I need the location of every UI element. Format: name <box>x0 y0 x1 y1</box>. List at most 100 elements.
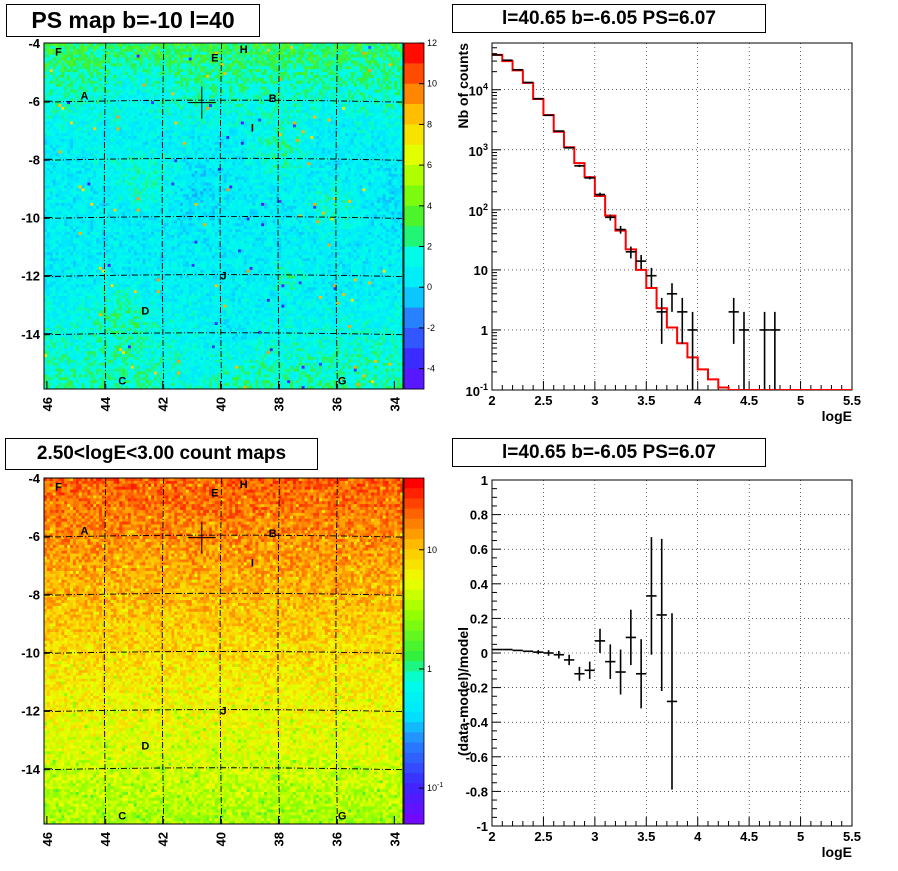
heatmap-cell <box>307 109 311 114</box>
heatmap-cell <box>298 60 303 64</box>
heatmap-cell <box>122 153 126 157</box>
heatmap-cell <box>151 60 155 64</box>
heatmap-cell <box>214 54 219 58</box>
heatmap-cell <box>264 115 268 119</box>
heatmap-cell <box>194 51 198 56</box>
heatmap-cell <box>90 74 94 79</box>
heatmap-cell <box>324 86 329 90</box>
heatmap-cell <box>101 60 106 64</box>
heatmap-cell <box>350 130 355 134</box>
heatmap-cell <box>64 112 68 117</box>
heatmap-cell <box>382 109 387 114</box>
heatmap-cell <box>264 63 268 67</box>
heatmap-cell <box>281 104 285 108</box>
heatmap-cell <box>321 150 326 154</box>
heatmap-cell <box>139 141 143 146</box>
heatmap-cell <box>44 57 48 61</box>
heatmap-cell <box>101 147 106 151</box>
heatmap-cell <box>400 112 403 117</box>
heatmap-cell <box>388 95 392 99</box>
heatmap-cell <box>385 95 389 99</box>
heatmap-cell <box>165 127 169 131</box>
heatmap-cell <box>49 48 54 53</box>
heatmap-cell <box>75 118 80 122</box>
heatmap-cell <box>101 57 106 61</box>
heatmap-cell <box>113 109 117 114</box>
heatmap-cell <box>188 124 193 128</box>
heatmap-cell <box>70 77 74 82</box>
heatmap-cell <box>136 106 140 111</box>
heatmap-cell <box>258 130 262 134</box>
heatmap-cell <box>324 115 329 119</box>
heatmap-cell <box>382 115 387 119</box>
heatmap-cell <box>211 86 216 90</box>
heatmap-cell <box>301 98 305 102</box>
heatmap-cell <box>339 156 343 160</box>
heatmap-cell <box>339 138 343 143</box>
heatmap-cell <box>275 80 279 85</box>
heatmap-cell <box>72 144 77 149</box>
heatmap-cell <box>345 86 349 90</box>
heatmap-cell <box>333 101 337 105</box>
heatmap-cell <box>229 124 233 128</box>
heatmap-cell <box>313 144 317 149</box>
heatmap-cell <box>255 118 259 122</box>
heatmap-cell <box>275 83 279 88</box>
heatmap-cell <box>220 83 224 88</box>
heatmap-cell <box>93 138 97 143</box>
heatmap-cell <box>110 104 114 108</box>
heatmap-cell <box>165 106 169 111</box>
heatmap-cell <box>171 124 175 128</box>
heatmap-cell <box>255 130 259 134</box>
heatmap-cell <box>125 72 129 76</box>
heatmap-cell <box>119 130 123 134</box>
heatmap-cell <box>211 54 216 58</box>
heatmap-cell <box>313 54 317 58</box>
heatmap-cell <box>226 57 230 61</box>
heatmap-cell <box>177 127 181 131</box>
heatmap-cell <box>356 153 360 157</box>
heatmap-cell <box>58 118 62 122</box>
heatmap-cell <box>220 80 224 85</box>
heatmap-cell <box>359 69 363 73</box>
heatmap-cell <box>258 54 262 58</box>
heatmap-cell <box>197 60 201 64</box>
heatmap-cell <box>391 63 395 67</box>
heatmap-cell <box>55 95 59 99</box>
heatmap-cell <box>336 127 340 131</box>
heatmap-cell <box>388 51 392 56</box>
heatmap-cell <box>90 60 94 64</box>
heatmap-cell <box>388 80 392 85</box>
heatmap-cell <box>368 43 372 47</box>
heatmap-cell <box>385 141 389 146</box>
heatmap-cell <box>154 48 158 53</box>
heatmap-cell <box>182 150 187 154</box>
heatmap-cell <box>333 118 337 122</box>
heatmap-cell <box>127 45 132 50</box>
heatmap-cell <box>298 130 303 134</box>
heatmap-cell <box>371 89 375 93</box>
heatmap-cell <box>376 153 381 157</box>
heatmap-cell <box>385 101 389 105</box>
heatmap-cell <box>261 133 265 137</box>
heatmap-cell <box>304 80 308 85</box>
heatmap-cell <box>249 74 253 79</box>
heatmap-cell <box>362 77 366 82</box>
heatmap-cell <box>362 141 366 146</box>
heatmap-cell <box>368 101 372 105</box>
heatmap-cell <box>397 83 401 88</box>
heatmap-cell <box>220 150 224 154</box>
heatmap-cell <box>200 45 204 50</box>
heatmap-cell <box>232 66 236 70</box>
heatmap-cell <box>70 115 74 119</box>
heatmap-cell <box>52 72 56 76</box>
heatmap-cell <box>397 98 401 102</box>
heatmap-cell <box>397 150 401 154</box>
heatmap-cell <box>182 138 187 143</box>
heatmap-cell <box>142 86 146 90</box>
heatmap-cell <box>203 57 207 61</box>
heatmap-cell <box>368 136 372 140</box>
heatmap-cell <box>290 121 294 125</box>
heatmap-cell <box>333 104 337 108</box>
heatmap-cell <box>211 150 216 154</box>
